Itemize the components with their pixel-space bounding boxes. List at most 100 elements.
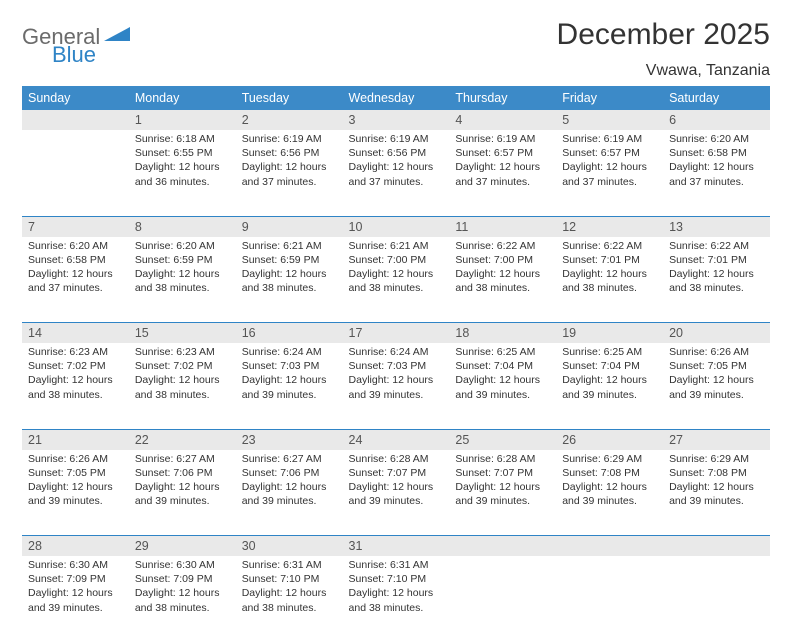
sunrise-text: Sunrise: 6:26 AM	[28, 452, 123, 466]
day-number-cell: 20	[663, 323, 770, 343]
month-title: December 2025	[557, 18, 770, 52]
day-number: 31	[343, 536, 450, 556]
weekday-header: Thursday	[449, 86, 556, 110]
day-details: Sunrise: 6:23 AMSunset: 7:02 PMDaylight:…	[22, 343, 129, 406]
daylight-text: Daylight: 12 hours and 39 minutes.	[242, 480, 337, 508]
day-number-cell: 13	[663, 217, 770, 237]
day-cell: Sunrise: 6:19 AMSunset: 6:57 PMDaylight:…	[449, 130, 556, 216]
day-number-cell: 17	[343, 323, 450, 343]
daylight-text: Daylight: 12 hours and 37 minutes.	[455, 160, 550, 188]
day-number: 22	[129, 430, 236, 450]
day-cell: Sunrise: 6:20 AMSunset: 6:58 PMDaylight:…	[663, 130, 770, 216]
day-number: 27	[663, 430, 770, 450]
day-number-cell: 28	[22, 536, 129, 556]
sunset-text: Sunset: 7:06 PM	[135, 466, 230, 480]
day-content-row: Sunrise: 6:20 AMSunset: 6:58 PMDaylight:…	[22, 237, 770, 323]
daylight-text: Daylight: 12 hours and 39 minutes.	[242, 373, 337, 401]
sunset-text: Sunset: 6:55 PM	[135, 146, 230, 160]
daylight-text: Daylight: 12 hours and 38 minutes.	[28, 373, 123, 401]
day-number: 9	[236, 217, 343, 237]
day-number: 16	[236, 323, 343, 343]
day-number: 19	[556, 323, 663, 343]
day-number: 30	[236, 536, 343, 556]
weekday-header: Tuesday	[236, 86, 343, 110]
day-details: Sunrise: 6:28 AMSunset: 7:07 PMDaylight:…	[449, 450, 556, 513]
sunset-text: Sunset: 6:58 PM	[669, 146, 764, 160]
sunset-text: Sunset: 7:08 PM	[562, 466, 657, 480]
day-number-cell: 30	[236, 536, 343, 556]
daylight-text: Daylight: 12 hours and 38 minutes.	[349, 267, 444, 295]
day-cell: Sunrise: 6:29 AMSunset: 7:08 PMDaylight:…	[663, 450, 770, 536]
day-number: 15	[129, 323, 236, 343]
daylight-text: Daylight: 12 hours and 39 minutes.	[562, 480, 657, 508]
day-details: Sunrise: 6:31 AMSunset: 7:10 PMDaylight:…	[343, 556, 450, 619]
sunrise-text: Sunrise: 6:20 AM	[135, 239, 230, 253]
day-details: Sunrise: 6:25 AMSunset: 7:04 PMDaylight:…	[449, 343, 556, 406]
day-details: Sunrise: 6:22 AMSunset: 7:01 PMDaylight:…	[663, 237, 770, 300]
day-details: Sunrise: 6:19 AMSunset: 6:57 PMDaylight:…	[449, 130, 556, 193]
weekday-header: Saturday	[663, 86, 770, 110]
day-details: Sunrise: 6:21 AMSunset: 7:00 PMDaylight:…	[343, 237, 450, 300]
day-cell: Sunrise: 6:18 AMSunset: 6:55 PMDaylight:…	[129, 130, 236, 216]
day-cell: Sunrise: 6:22 AMSunset: 7:00 PMDaylight:…	[449, 237, 556, 323]
sunset-text: Sunset: 6:57 PM	[455, 146, 550, 160]
day-number: 23	[236, 430, 343, 450]
weekday-header: Friday	[556, 86, 663, 110]
day-number-cell: 12	[556, 217, 663, 237]
day-cell: Sunrise: 6:21 AMSunset: 6:59 PMDaylight:…	[236, 237, 343, 323]
sunset-text: Sunset: 6:59 PM	[242, 253, 337, 267]
day-number-cell: 29	[129, 536, 236, 556]
daylight-text: Daylight: 12 hours and 37 minutes.	[669, 160, 764, 188]
sunrise-text: Sunrise: 6:22 AM	[669, 239, 764, 253]
daylight-text: Daylight: 12 hours and 37 minutes.	[349, 160, 444, 188]
day-number-cell: 6	[663, 110, 770, 130]
sunset-text: Sunset: 7:04 PM	[455, 359, 550, 373]
day-details: Sunrise: 6:24 AMSunset: 7:03 PMDaylight:…	[236, 343, 343, 406]
day-cell: Sunrise: 6:25 AMSunset: 7:04 PMDaylight:…	[449, 343, 556, 429]
day-number: 29	[129, 536, 236, 556]
sunset-text: Sunset: 7:03 PM	[242, 359, 337, 373]
day-number-cell: 22	[129, 430, 236, 450]
day-number-cell: 15	[129, 323, 236, 343]
day-content-row: Sunrise: 6:18 AMSunset: 6:55 PMDaylight:…	[22, 130, 770, 216]
day-number-cell: 25	[449, 430, 556, 450]
day-details: Sunrise: 6:19 AMSunset: 6:56 PMDaylight:…	[343, 130, 450, 193]
day-number-cell: 5	[556, 110, 663, 130]
day-cell: Sunrise: 6:19 AMSunset: 6:56 PMDaylight:…	[343, 130, 450, 216]
day-cell: Sunrise: 6:24 AMSunset: 7:03 PMDaylight:…	[343, 343, 450, 429]
daylight-text: Daylight: 12 hours and 37 minutes.	[28, 267, 123, 295]
day-details: Sunrise: 6:26 AMSunset: 7:05 PMDaylight:…	[663, 343, 770, 406]
sunset-text: Sunset: 7:10 PM	[242, 572, 337, 586]
day-cell: Sunrise: 6:25 AMSunset: 7:04 PMDaylight:…	[556, 343, 663, 429]
day-number: 5	[556, 110, 663, 130]
sunrise-text: Sunrise: 6:28 AM	[349, 452, 444, 466]
day-details: Sunrise: 6:27 AMSunset: 7:06 PMDaylight:…	[236, 450, 343, 513]
sunset-text: Sunset: 7:08 PM	[669, 466, 764, 480]
sunset-text: Sunset: 7:10 PM	[349, 572, 444, 586]
day-number: 12	[556, 217, 663, 237]
day-number-cell: 19	[556, 323, 663, 343]
day-details: Sunrise: 6:30 AMSunset: 7:09 PMDaylight:…	[22, 556, 129, 619]
day-number: 8	[129, 217, 236, 237]
sunset-text: Sunset: 6:56 PM	[242, 146, 337, 160]
sunset-text: Sunset: 6:59 PM	[135, 253, 230, 267]
day-details: Sunrise: 6:20 AMSunset: 6:58 PMDaylight:…	[22, 237, 129, 300]
day-number-cell: 14	[22, 323, 129, 343]
day-number-cell: 18	[449, 323, 556, 343]
logo-text-blue: Blue	[52, 42, 96, 67]
daylight-text: Daylight: 12 hours and 39 minutes.	[669, 480, 764, 508]
day-number-row: 123456	[22, 110, 770, 130]
day-number: 11	[449, 217, 556, 237]
day-cell: Sunrise: 6:24 AMSunset: 7:03 PMDaylight:…	[236, 343, 343, 429]
day-cell: Sunrise: 6:22 AMSunset: 7:01 PMDaylight:…	[556, 237, 663, 323]
daylight-text: Daylight: 12 hours and 38 minutes.	[349, 586, 444, 614]
day-number: 14	[22, 323, 129, 343]
day-cell: Sunrise: 6:29 AMSunset: 7:08 PMDaylight:…	[556, 450, 663, 536]
sunset-text: Sunset: 7:09 PM	[135, 572, 230, 586]
day-number: 6	[663, 110, 770, 130]
day-details: Sunrise: 6:20 AMSunset: 6:58 PMDaylight:…	[663, 130, 770, 193]
sunset-text: Sunset: 7:01 PM	[562, 253, 657, 267]
day-content-row: Sunrise: 6:30 AMSunset: 7:09 PMDaylight:…	[22, 556, 770, 642]
sunrise-text: Sunrise: 6:24 AM	[242, 345, 337, 359]
day-number-cell	[556, 536, 663, 556]
